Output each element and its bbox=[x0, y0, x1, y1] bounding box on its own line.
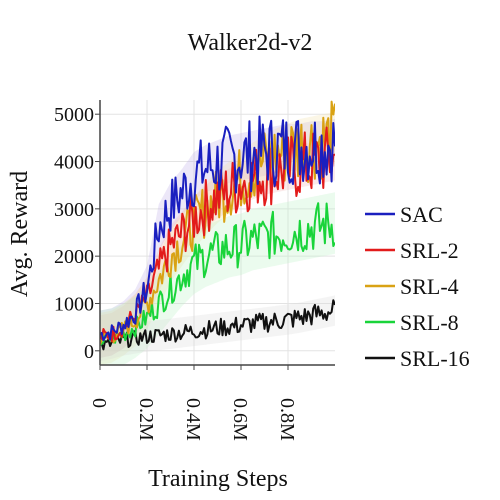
legend-label-srl-4: SRL-4 bbox=[400, 274, 459, 299]
y-tick-label: 2000 bbox=[54, 246, 94, 268]
legend-label-sac: SAC bbox=[400, 202, 443, 227]
y-tick-label: 0 bbox=[84, 341, 94, 363]
chart-title: Walker2d-v2 bbox=[188, 30, 313, 56]
line-srl-8 bbox=[100, 202, 335, 346]
y-tick-label: 3000 bbox=[54, 199, 94, 221]
legend-label-srl-2: SRL-2 bbox=[400, 238, 459, 263]
y-tick-label: 1000 bbox=[54, 293, 94, 315]
x-tick-label: 0.8M bbox=[276, 398, 298, 441]
line-sac bbox=[100, 115, 335, 342]
legend: SAC SRL-2 SRL-4 SRL-8 SRL-16 bbox=[365, 202, 470, 371]
x-axis-title: Training Steps bbox=[148, 466, 288, 492]
line-srl-16 bbox=[100, 299, 335, 351]
x-tick-label: 0 bbox=[88, 398, 110, 408]
y-tick-label: 4000 bbox=[54, 152, 94, 174]
y-tick-label: 5000 bbox=[54, 104, 94, 126]
y-axis-title: Avg. Reward bbox=[7, 171, 33, 297]
x-tick-label: 0.6M bbox=[229, 398, 251, 441]
series-group bbox=[100, 100, 335, 365]
x-tick-label: 0.2M bbox=[135, 398, 157, 441]
plot-area: 0 1000 2000 3000 4000 5000 0 0.2M 0.4M 0.6M 0.8M bbox=[54, 100, 335, 441]
x-tick-label: 0.4M bbox=[182, 398, 204, 441]
legend-label-srl-16: SRL-16 bbox=[400, 346, 470, 371]
legend-label-srl-8: SRL-8 bbox=[400, 310, 459, 335]
